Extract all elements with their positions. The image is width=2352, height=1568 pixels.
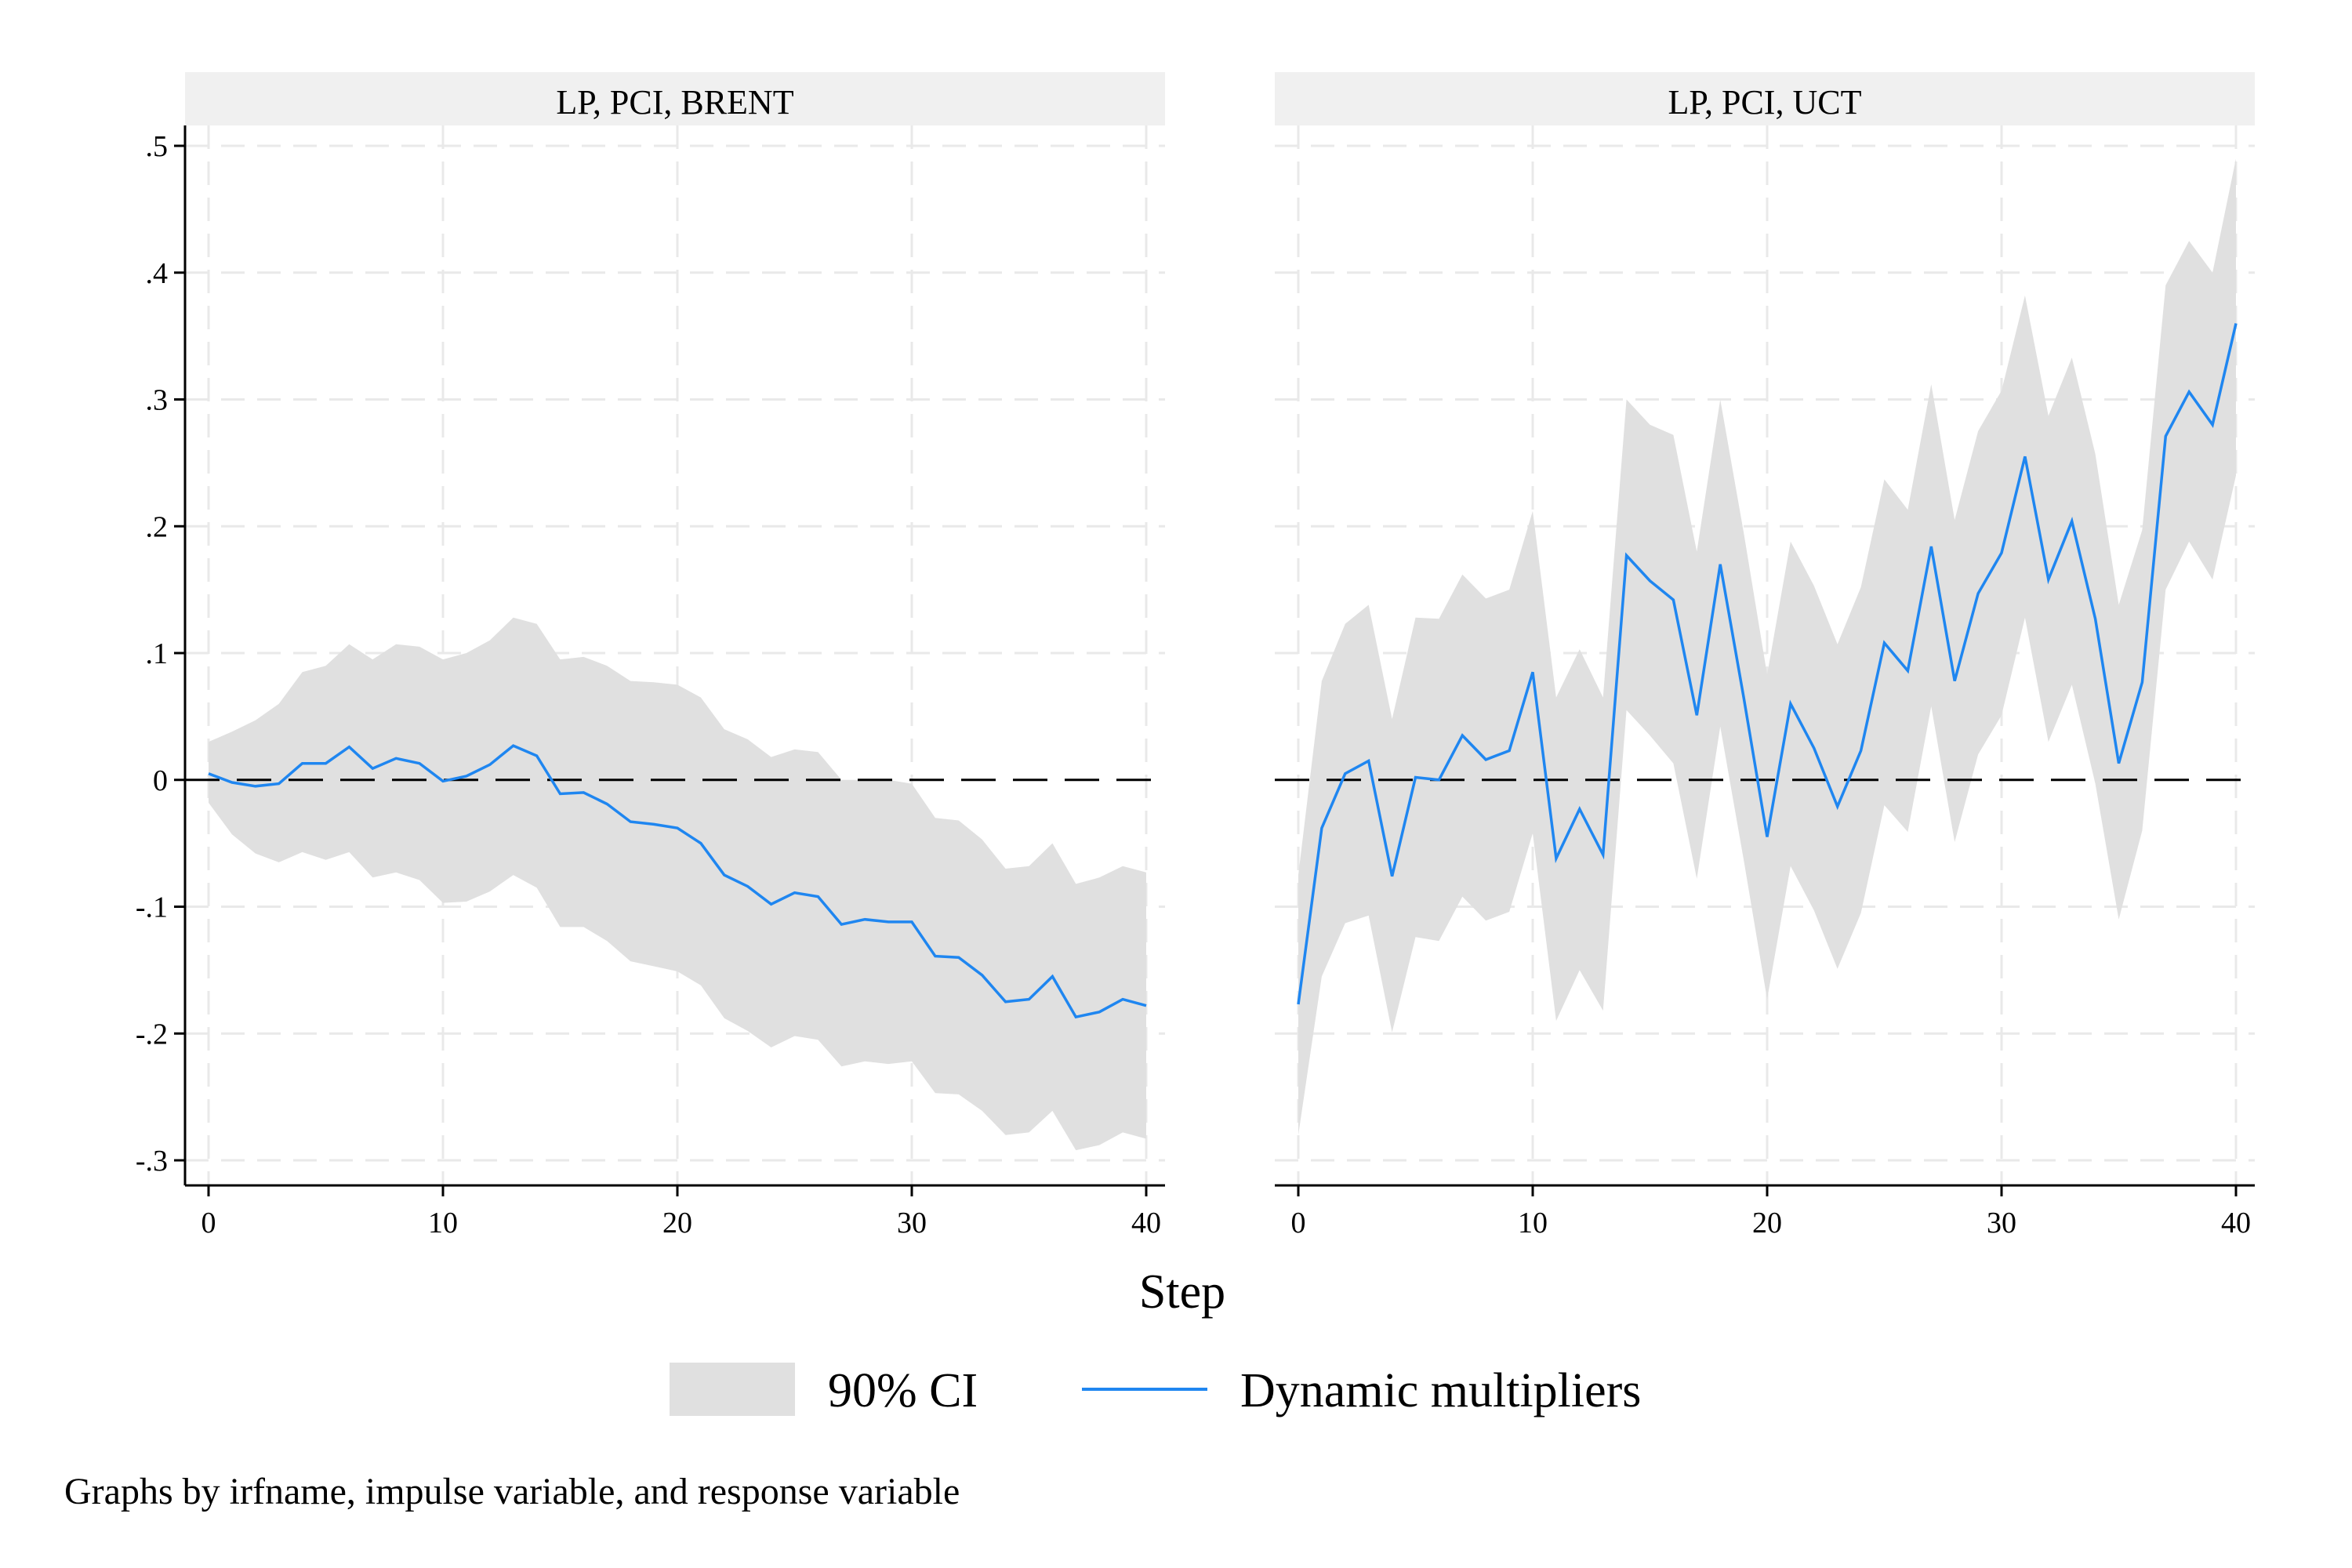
left-x-tick-label-40: 40 <box>1131 1207 1161 1240</box>
panel-right-ci-band-layer <box>1298 158 2236 1135</box>
panel-right-estimate-layer <box>1297 323 2238 1005</box>
y-tick-label--.1: -.1 <box>136 891 168 924</box>
y-tick-label--.3: -.3 <box>136 1145 168 1178</box>
right-x-tick-label-0: 0 <box>1291 1207 1306 1240</box>
left-ci-band <box>209 617 1146 1151</box>
y-tick-label--.2: -.2 <box>136 1018 168 1051</box>
left-x-tick-label-20: 20 <box>662 1207 692 1240</box>
panel-left: LP, PCI, BRENT 0 10 20 30 40 .5 .4 .3 .2 .1 0 -.1 -.… <box>136 72 1165 1240</box>
right-x-tick-label-30: 30 <box>1987 1207 2016 1240</box>
right-estimate-line <box>1297 323 2238 1005</box>
legend-swatch-ci <box>670 1363 795 1416</box>
y-tick-label-.5: .5 <box>146 130 169 163</box>
legend: 90% CI Dynamic multipliers <box>670 1363 1641 1417</box>
legend-label-ci: 90% CI <box>828 1364 978 1417</box>
y-tick-label-.3: .3 <box>146 384 169 417</box>
panel-left-header <box>185 72 1165 125</box>
left-estimate-line <box>208 744 1147 1019</box>
x-axis-title: Step <box>1139 1265 1225 1319</box>
y-tick-label-.4: .4 <box>146 257 169 290</box>
panel-left-estimate-layer <box>208 744 1147 1019</box>
panel-right-header <box>1275 72 2255 125</box>
y-tick-label-.2: .2 <box>146 510 169 543</box>
right-x-tick-label-10: 10 <box>1518 1207 1548 1240</box>
y-tick-label-.1: .1 <box>146 637 169 670</box>
panel-right-title: LP, PCI, UCT <box>1668 83 1862 122</box>
left-x-tick-label-10: 10 <box>428 1207 458 1240</box>
panel-left-ci-band-layer <box>209 617 1146 1151</box>
right-x-tick-label-40: 40 <box>2221 1207 2251 1240</box>
y-tick-label-0: 0 <box>153 764 168 797</box>
panel-right-axes: 0 10 20 30 40 <box>1275 1184 2255 1240</box>
panel-right: LP, PCI, UCT 0 10 20 30 40 <box>1275 72 2255 1240</box>
panel-left-axes: 0 10 20 30 40 .5 .4 .3 .2 .1 0 -.1 -.2 -.3 <box>136 125 1165 1240</box>
left-x-tick-label-0: 0 <box>201 1207 216 1240</box>
panel-left-title: LP, PCI, BRENT <box>556 83 793 122</box>
graph-note: Graphs by irfname, impulse variable, and… <box>64 1471 960 1512</box>
legend-label-line: Dynamic multipliers <box>1240 1364 1641 1417</box>
right-ci-band <box>1298 158 2236 1135</box>
right-x-tick-label-20: 20 <box>1752 1207 1782 1240</box>
left-x-tick-label-30: 30 <box>897 1207 927 1240</box>
